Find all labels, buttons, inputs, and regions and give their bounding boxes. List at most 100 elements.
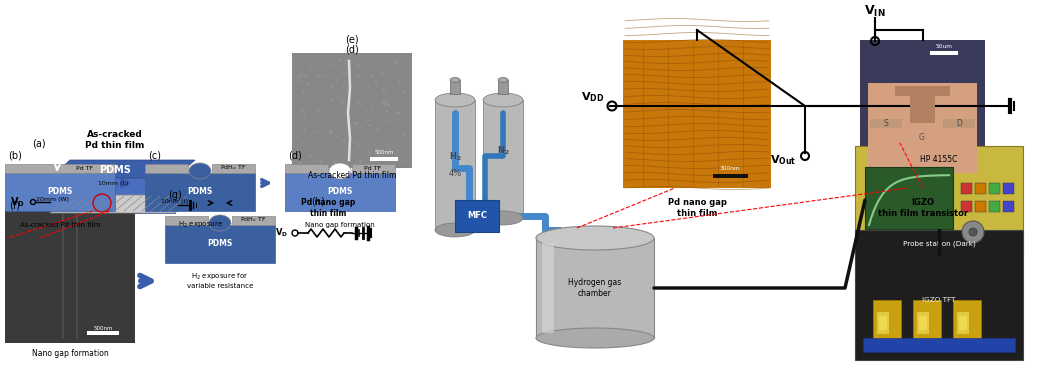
Text: (e): (e) (345, 34, 359, 44)
Bar (914, 300, 941, 342)
Text: 300nm: 300nm (719, 166, 740, 172)
Bar (542, 243, 554, 333)
Text: PDMS: PDMS (208, 240, 233, 248)
Ellipse shape (435, 93, 475, 107)
Polygon shape (352, 164, 395, 173)
Bar (623, 40, 771, 188)
Bar (483, 100, 523, 218)
Bar (1003, 201, 1014, 212)
Text: Probe station (Dark): Probe station (Dark) (903, 241, 975, 247)
Text: Hydrogen gas
chamber: Hydrogen gas chamber (568, 278, 622, 298)
Bar (917, 312, 929, 334)
Text: PDMS: PDMS (328, 187, 353, 197)
Text: 500nm: 500nm (93, 325, 112, 330)
Text: S: S (884, 118, 888, 127)
Text: 10nm (t): 10nm (t) (161, 200, 188, 204)
Polygon shape (285, 164, 328, 173)
Polygon shape (145, 164, 188, 173)
Bar (165, 225, 275, 263)
Bar (498, 80, 508, 94)
Text: (c): (c) (148, 150, 161, 160)
Bar (5, 173, 116, 211)
Bar (957, 312, 969, 334)
Ellipse shape (536, 226, 654, 250)
Bar (435, 100, 475, 230)
Text: 50um: 50um (936, 45, 952, 50)
Ellipse shape (209, 215, 231, 231)
Text: 10mm (L): 10mm (L) (98, 181, 128, 186)
Bar (961, 201, 972, 212)
Ellipse shape (498, 77, 508, 82)
Text: PDMS: PDMS (187, 187, 212, 197)
Bar (87, 331, 119, 335)
Ellipse shape (536, 328, 654, 348)
Bar (910, 93, 934, 123)
Text: PdH$_x$ TF: PdH$_x$ TF (219, 164, 246, 172)
Bar (879, 316, 887, 330)
Bar (5, 210, 135, 343)
Text: As-cracked Pd thin film: As-cracked Pd thin film (20, 222, 100, 228)
Bar (870, 119, 902, 128)
Text: Pd TF: Pd TF (76, 166, 92, 170)
Bar (919, 316, 927, 330)
Text: MFC: MFC (467, 212, 487, 220)
Text: H$_2$ exposure: H$_2$ exposure (177, 220, 223, 230)
Ellipse shape (329, 163, 351, 179)
Text: IGZO
thin film transistor: IGZO thin film transistor (878, 198, 968, 218)
Bar (1003, 183, 1014, 194)
Polygon shape (5, 164, 116, 173)
Text: (b): (b) (8, 150, 22, 160)
Text: 4%: 4% (448, 169, 462, 178)
Polygon shape (232, 216, 275, 225)
Bar (953, 300, 981, 342)
Bar (873, 300, 901, 342)
Bar (975, 201, 986, 212)
Text: $\mathbf{H_2}$: $\mathbf{H_2}$ (448, 151, 461, 163)
Polygon shape (50, 195, 195, 213)
Bar (975, 183, 986, 194)
Text: As-cracked Pd thin film: As-cracked Pd thin film (308, 172, 396, 181)
Text: $\mathbf{V_D}$: $\mathbf{V_D}$ (275, 227, 288, 239)
Bar (959, 316, 967, 330)
Bar (145, 173, 255, 211)
Bar (855, 146, 1023, 254)
Text: G: G (919, 133, 925, 143)
Text: (d): (d) (288, 150, 301, 160)
Ellipse shape (435, 223, 475, 237)
Bar (536, 238, 654, 338)
Ellipse shape (189, 163, 211, 179)
Text: IGZO TFT: IGZO TFT (922, 297, 956, 303)
Bar (285, 173, 395, 211)
Bar (855, 230, 1023, 360)
Bar (865, 167, 953, 229)
Bar (370, 157, 398, 161)
Text: As-cracked
Pd thin film: As-cracked Pd thin film (85, 130, 145, 150)
Text: PDMS: PDMS (99, 165, 131, 175)
Text: (g): (g) (168, 190, 182, 200)
Text: (d): (d) (345, 44, 359, 54)
Bar (930, 51, 958, 55)
Text: PDMS: PDMS (47, 187, 72, 197)
Ellipse shape (483, 211, 523, 225)
Text: $\mathbf{V_{IN}}$: $\mathbf{V_{IN}}$ (864, 3, 886, 19)
Text: $\mathbf{V_{DD}}$: $\mathbf{V_{DD}}$ (582, 90, 605, 104)
Bar (989, 183, 1000, 194)
Polygon shape (50, 160, 195, 178)
Bar (292, 53, 412, 168)
Bar (961, 183, 972, 194)
Bar (895, 86, 950, 96)
Text: D: D (957, 118, 962, 127)
Text: (h): (h) (311, 196, 324, 206)
Text: (f): (f) (9, 200, 20, 210)
Text: 500nm: 500nm (374, 150, 394, 155)
Text: 20mm (W): 20mm (W) (36, 197, 68, 203)
Text: Nano gap formation: Nano gap formation (306, 222, 375, 228)
Text: $\mathbf{V_{Out}}$: $\mathbf{V_{Out}}$ (770, 153, 796, 167)
Text: (a): (a) (32, 138, 45, 148)
Bar (713, 174, 748, 178)
Text: $\mathbf{N_2}$: $\mathbf{N_2}$ (497, 145, 509, 157)
Bar (868, 83, 976, 173)
Text: Pd nano gap
thin film: Pd nano gap thin film (300, 198, 355, 218)
Circle shape (969, 228, 977, 236)
Bar (989, 201, 1000, 212)
